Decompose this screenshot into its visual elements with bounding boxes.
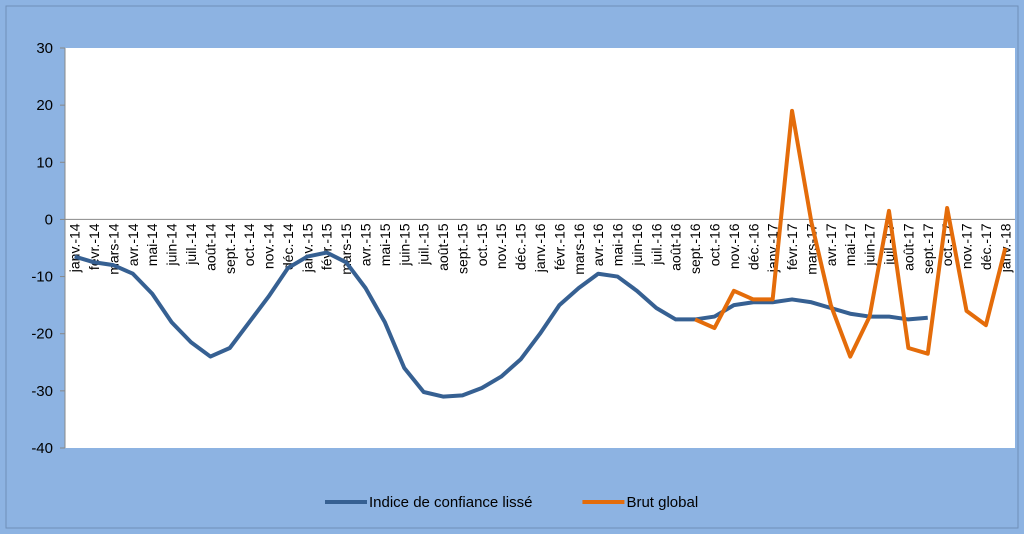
legend-label: Indice de confiance lissé	[369, 494, 532, 511]
x-tick-label: nov.-17	[959, 223, 975, 269]
y-tick-label: 0	[45, 211, 53, 228]
y-tick-label: -20	[31, 326, 53, 343]
x-tick-label: juil.-14	[183, 223, 199, 265]
plot-area	[65, 48, 1015, 448]
series-line	[74, 250, 928, 399]
x-tick-label: juin-16	[629, 223, 645, 266]
x-tick-label: janv.-14	[67, 223, 83, 273]
x-tick-label: avr.-15	[358, 223, 374, 266]
x-tick-label: févr.-15	[319, 223, 335, 270]
x-tick-label: mars-14	[105, 223, 121, 275]
x-tick-label: oct.-15	[474, 223, 490, 266]
y-tick-label: 20	[36, 97, 53, 114]
x-tick-label: juin-14	[164, 223, 180, 266]
x-tick-label: févr.-17	[784, 223, 800, 270]
legend-label: Brut global	[626, 494, 698, 511]
x-tick-label: sept.-14	[222, 223, 238, 274]
x-tick-label: sept.-17	[920, 223, 936, 274]
y-tick-label: -40	[31, 440, 53, 457]
x-tick-label: sept.-15	[454, 223, 470, 274]
series-line	[694, 108, 1008, 359]
x-tick-label: déc.-16	[745, 223, 761, 270]
x-tick-label: nov.-16	[726, 223, 742, 269]
x-tick-label: oct.-16	[706, 223, 722, 266]
x-tick-label: nov.-15	[493, 223, 509, 269]
x-tick-label: déc.-14	[280, 223, 296, 270]
x-tick-label: mars-16	[571, 223, 587, 275]
x-tick-label: janv.-15	[299, 223, 315, 273]
x-tick-label: mai-14	[144, 223, 160, 266]
x-tick-label: avr.-16	[590, 223, 606, 266]
x-tick-label: avr.-14	[125, 223, 141, 266]
x-tick-label: janv.-16	[532, 223, 548, 273]
x-tick-label: juil.-16	[648, 223, 664, 265]
x-tick-label: déc.-17	[978, 223, 994, 270]
frame	[5, 5, 1019, 529]
x-tick-label: août-17	[900, 223, 916, 271]
x-tick-label: oct.-14	[241, 223, 257, 266]
x-tick-label: nov.-14	[261, 223, 277, 269]
x-tick-label: mai-17	[842, 223, 858, 266]
x-tick-label: juin-17	[862, 223, 878, 266]
x-tick-label: mai-16	[610, 223, 626, 266]
x-tick-label: avr.-17	[823, 223, 839, 266]
y-tick-label: -30	[31, 383, 53, 400]
x-tick-label: févr.-16	[551, 223, 567, 270]
x-tick-label: août-15	[435, 223, 451, 271]
x-tick-label: sept.-16	[687, 223, 703, 274]
x-tick-label: déc.-15	[513, 223, 529, 270]
x-tick-label: févr.-14	[86, 223, 102, 270]
x-tick-label: mai-15	[377, 223, 393, 266]
y-tick-label: 10	[36, 154, 53, 171]
x-tick-label: août-14	[202, 223, 218, 271]
y-tick-label: -10	[31, 269, 53, 286]
x-tick-label: juil.-15	[416, 223, 432, 265]
y-tick-label: 30	[36, 40, 53, 57]
x-tick-label: juin-15	[396, 223, 412, 266]
x-tick-label: août-16	[668, 223, 684, 271]
